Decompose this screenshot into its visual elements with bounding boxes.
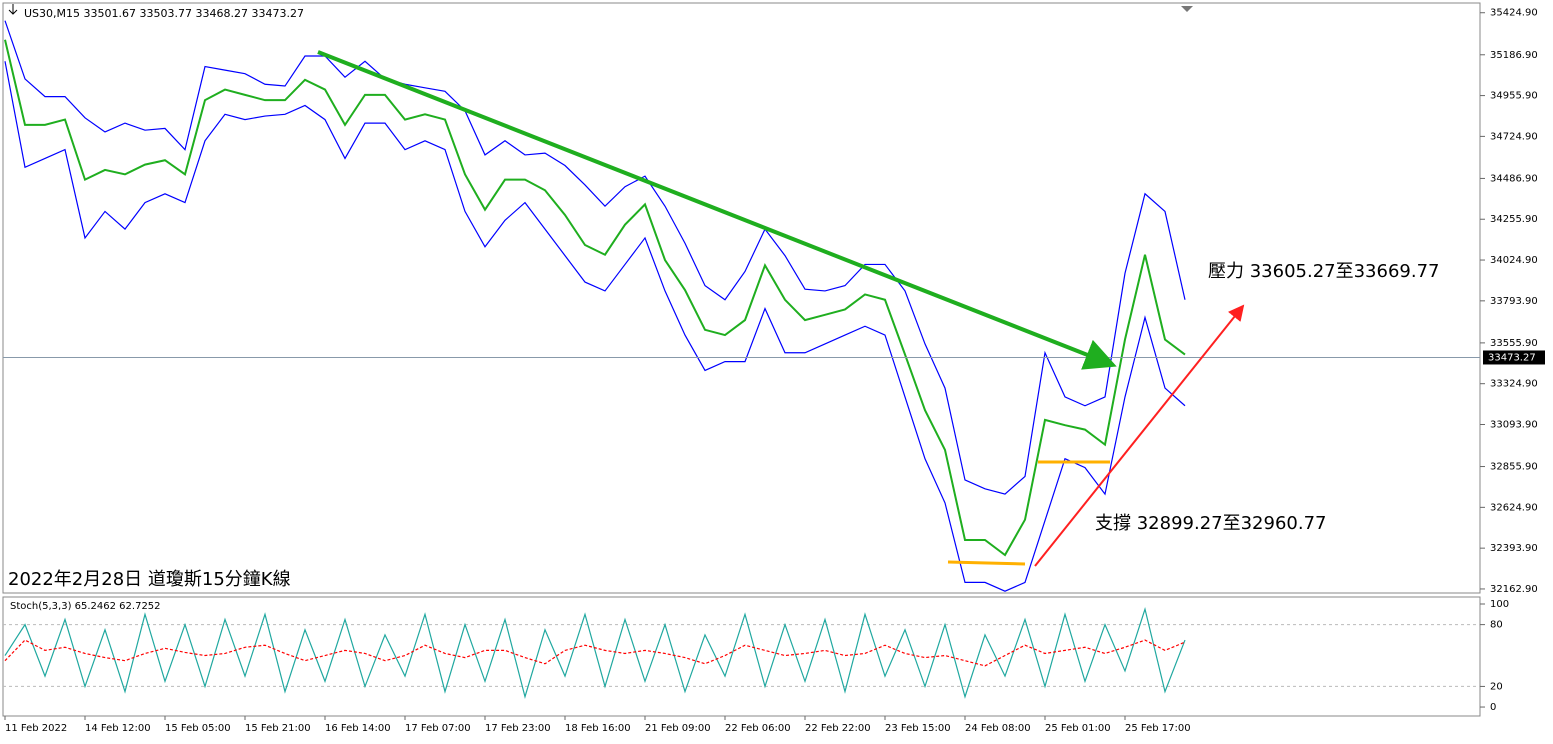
- series-line: [4, 61, 1186, 592]
- y-tick-label: 34955.90: [1490, 91, 1538, 102]
- stoch-panel: [2, 596, 1481, 717]
- support-arrow: [1034, 304, 1245, 567]
- y-tick-label: 80: [1490, 620, 1503, 631]
- series-line: [4, 606, 1186, 699]
- x-tick-label: 16 Feb 14:00: [325, 723, 391, 734]
- y-tick-label: 33793.90: [1490, 296, 1538, 307]
- y-tick-label: 33324.90: [1490, 379, 1538, 390]
- support-mark: [947, 560, 1026, 566]
- x-tick-label: 15 Feb 05:00: [165, 723, 231, 734]
- trend-line: [317, 50, 1117, 370]
- y-tick-label: 32855.90: [1490, 462, 1538, 473]
- plot: 35424.90 35186.90 34955.90 34724.90 34486.90…: [3, 8, 1545, 734]
- y-tick-label: 33555.90: [1490, 338, 1538, 349]
- y-tick-label: 33093.90: [1490, 419, 1538, 430]
- y-tick-label: 34486.90: [1490, 173, 1538, 184]
- resistance-note: 壓力 33605.27至33669.77: [1208, 261, 1440, 282]
- series-line: [4, 639, 1186, 667]
- x-tick-label: 22 Feb 22:00: [805, 723, 871, 734]
- series-line: [4, 20, 1186, 495]
- chart-title: 2022年2月28日 道瓊斯15分鐘K線: [8, 569, 291, 590]
- support-note: 支撐 32899.27至32960.77: [1095, 513, 1327, 534]
- y-tick-label: 100: [1490, 599, 1509, 610]
- main-panel: [2, 2, 1481, 594]
- x-tick-label: 17 Feb 07:00: [405, 723, 471, 734]
- y-tick-label: 34724.90: [1490, 131, 1538, 142]
- y-tick-label: 34024.90: [1490, 255, 1538, 266]
- x-tick-label: 17 Feb 23:00: [485, 723, 551, 734]
- y-tick-label: 0: [1490, 702, 1496, 713]
- x-tick-label: 21 Feb 09:00: [645, 723, 711, 734]
- x-tick-label: 22 Feb 06:00: [725, 723, 791, 734]
- x-tick-label: 25 Feb 01:00: [1045, 723, 1111, 734]
- x-tick-label: 15 Feb 21:00: [245, 723, 311, 734]
- y-tick-label: 34255.90: [1490, 214, 1538, 225]
- x-tick-label: 25 Feb 17:00: [1125, 723, 1191, 734]
- y-tick-label: 32624.90: [1490, 502, 1538, 513]
- x-tick-label: 11 Feb 2022: [5, 723, 67, 734]
- x-tick-label: 24 Feb 08:00: [965, 723, 1031, 734]
- series-line: [4, 39, 1186, 557]
- y-tick-label: 35186.90: [1490, 50, 1538, 61]
- x-tick-label: 23 Feb 15:00: [885, 723, 951, 734]
- x-tick-label: 18 Feb 16:00: [565, 723, 631, 734]
- y-tick-label: 35424.90: [1490, 8, 1538, 19]
- last-price-box: [1483, 350, 1545, 365]
- last-price-label: 33473.27: [1488, 352, 1536, 363]
- symbol-header: US30,M15 33501.67 33503.77 33468.27 3347…: [24, 7, 304, 20]
- dropdown[interactable]: [1181, 6, 1193, 12]
- y-tick-label: 32393.90: [1490, 543, 1538, 554]
- x-tick-label: 14 Feb 12:00: [85, 723, 151, 734]
- stoch-title: Stoch(5,3,3) 65.2462 62.7252: [10, 601, 161, 612]
- y-tick-label: 20: [1490, 681, 1503, 692]
- scroll-icon[interactable]: [8, 4, 18, 15]
- y-tick-label: 32162.90: [1490, 584, 1538, 595]
